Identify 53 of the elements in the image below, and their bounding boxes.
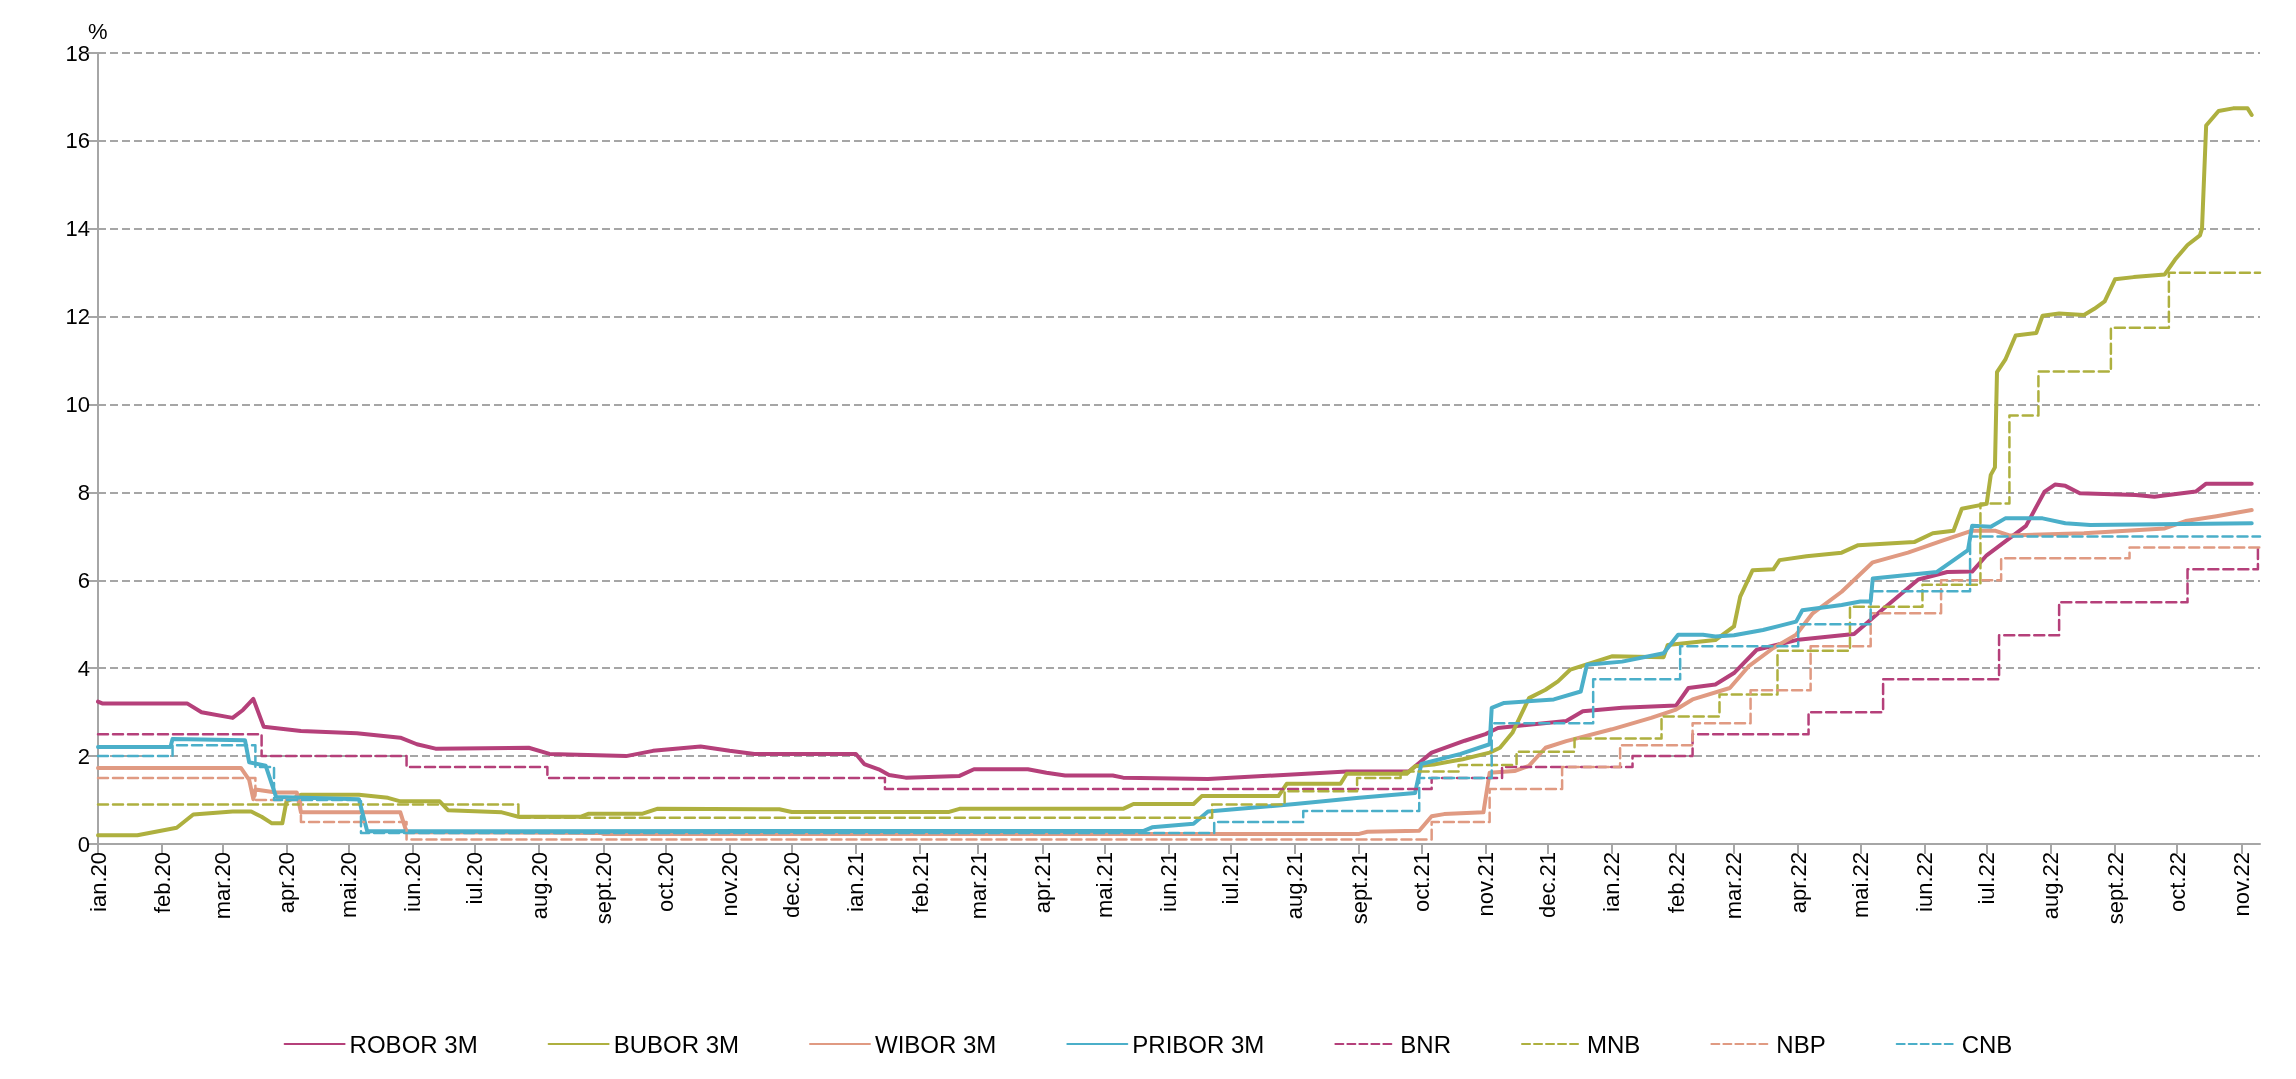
x-tick-label: iul.22 [1974,852,2000,905]
line-series [96,481,2254,781]
x-tick-label: feb.20 [149,852,175,914]
x-tick-label: iul.20 [462,852,488,905]
y-tick-label: 18 [65,40,90,66]
x-tick-label: apr.20 [273,852,299,914]
x-tick-label: sept.22 [2102,852,2128,925]
x-tick-label: mai.20 [336,852,362,919]
y-tick-label: 12 [65,304,90,330]
x-tick-label: oct.20 [652,852,678,912]
legend-label: MNB [1587,1030,1641,1058]
x-tick-label: nov.21 [1472,852,1498,917]
y-tick-label: 10 [65,392,90,418]
x-tick-label: nov.22 [2228,852,2254,917]
legend-label: ROBOR 3M [349,1030,478,1058]
x-tick-label: sept.21 [1346,852,1372,925]
y-tick-label: 6 [77,567,90,593]
x-tick-label: oct.21 [1408,852,1434,912]
x-tick-label: oct.22 [2164,852,2190,912]
legend-label: BNR [1400,1030,1452,1058]
legend-label: WIBOR 3M [874,1030,997,1058]
x-tick-label: aug.21 [1282,852,1308,920]
legend-label: PRIBOR 3M [1132,1030,1265,1058]
x-tick-label: mai.21 [1091,852,1117,919]
x-tick-label: iun.20 [400,852,426,912]
y-tick-label: 14 [65,216,90,242]
legend-label: BUBOR 3M [613,1030,739,1058]
x-tick-label: aug.22 [2038,852,2064,920]
x-tick-label: ian.21 [843,852,869,912]
x-tick-label: nov.20 [717,852,743,917]
legend-label: CNB [1961,1030,2013,1058]
x-tick-label: apr.21 [1029,852,1055,914]
x-tick-label: mar.22 [1721,852,1747,920]
x-tick-label: mar.21 [965,852,991,920]
legend-label: NBP [1776,1030,1826,1058]
y-tick-label: 8 [77,479,90,505]
x-tick-label: ian.22 [1599,852,1625,912]
x-tick-label: mai.22 [1847,852,1873,919]
x-tick-label: feb.21 [907,852,933,914]
x-tick-label: iun.21 [1156,852,1182,912]
x-tick-label: iun.22 [1912,852,1938,912]
y-tick-label: 4 [77,655,90,681]
x-tick-label: sept.20 [590,852,616,925]
x-tick-label: dec.21 [1535,852,1561,919]
x-tick-label: aug.20 [526,852,552,920]
y-tick-label: 2 [77,743,90,769]
x-tick-label: dec.20 [779,852,805,919]
x-tick-label: mar.20 [209,852,235,920]
y-tick-label: 16 [65,128,90,154]
y-axis-title: % [88,18,108,44]
x-tick-label: iul.21 [1218,852,1244,905]
x-tick-label: apr.22 [1785,852,1811,914]
x-tick-label: feb.22 [1663,852,1689,914]
